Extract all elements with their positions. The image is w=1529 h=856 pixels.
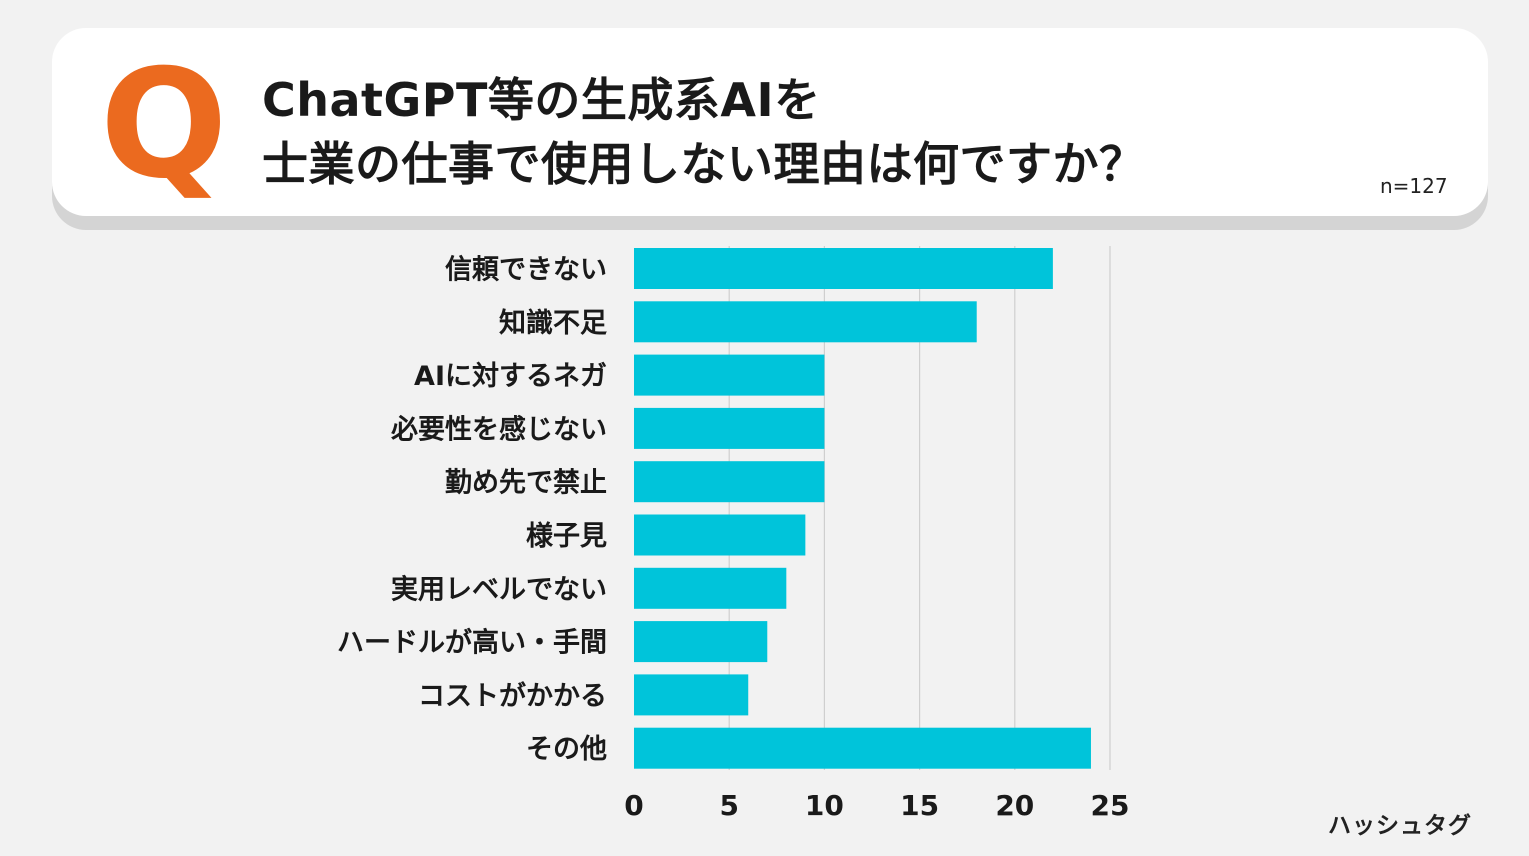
category-label-3: AIに対するネガ: [414, 361, 607, 392]
bar-2: [634, 301, 977, 343]
bar-3: [634, 354, 825, 396]
x-tick-label-5: 5: [719, 789, 738, 822]
header-card: [52, 28, 1488, 216]
x-tick-label-0: 0: [624, 789, 643, 822]
brand-name: ハッシュタグ: [1328, 813, 1472, 839]
x-tick-label-15: 15: [900, 789, 939, 822]
bar-7: [634, 567, 787, 609]
category-label-8: ハードルが高い・手間: [337, 627, 607, 659]
category-label-9: コストがかかる: [418, 680, 607, 712]
category-label-7: 実用レベルでない: [391, 573, 607, 605]
x-tick-label-10: 10: [805, 789, 844, 822]
category-label-2: 知識不足: [499, 308, 607, 339]
x-tick-label-25: 25: [1091, 789, 1130, 822]
bar-5: [634, 461, 825, 503]
x-tick-label-20: 20: [995, 789, 1034, 822]
category-label-1: 信頼できない: [445, 255, 607, 286]
category-label-6: 様子見: [526, 521, 607, 552]
bar-10: [634, 727, 1091, 769]
category-label-10: その他: [526, 734, 607, 765]
bar-6: [634, 514, 806, 556]
sample-size: n=127: [1380, 174, 1448, 198]
question-title-line-1: ChatGPT等の生成系AIを: [262, 73, 821, 127]
bar-4: [634, 407, 825, 449]
question-title-line-2: 士業の仕事で使用しない理由は何ですか？: [262, 137, 1146, 191]
category-label-4: 必要性を感じない: [391, 413, 607, 445]
bar-1: [634, 248, 1053, 289]
category-label-5: 勤め先で禁止: [445, 468, 607, 499]
bar-8: [634, 621, 768, 663]
question-mark-q: Q: [100, 38, 228, 212]
bar-9: [634, 674, 749, 716]
